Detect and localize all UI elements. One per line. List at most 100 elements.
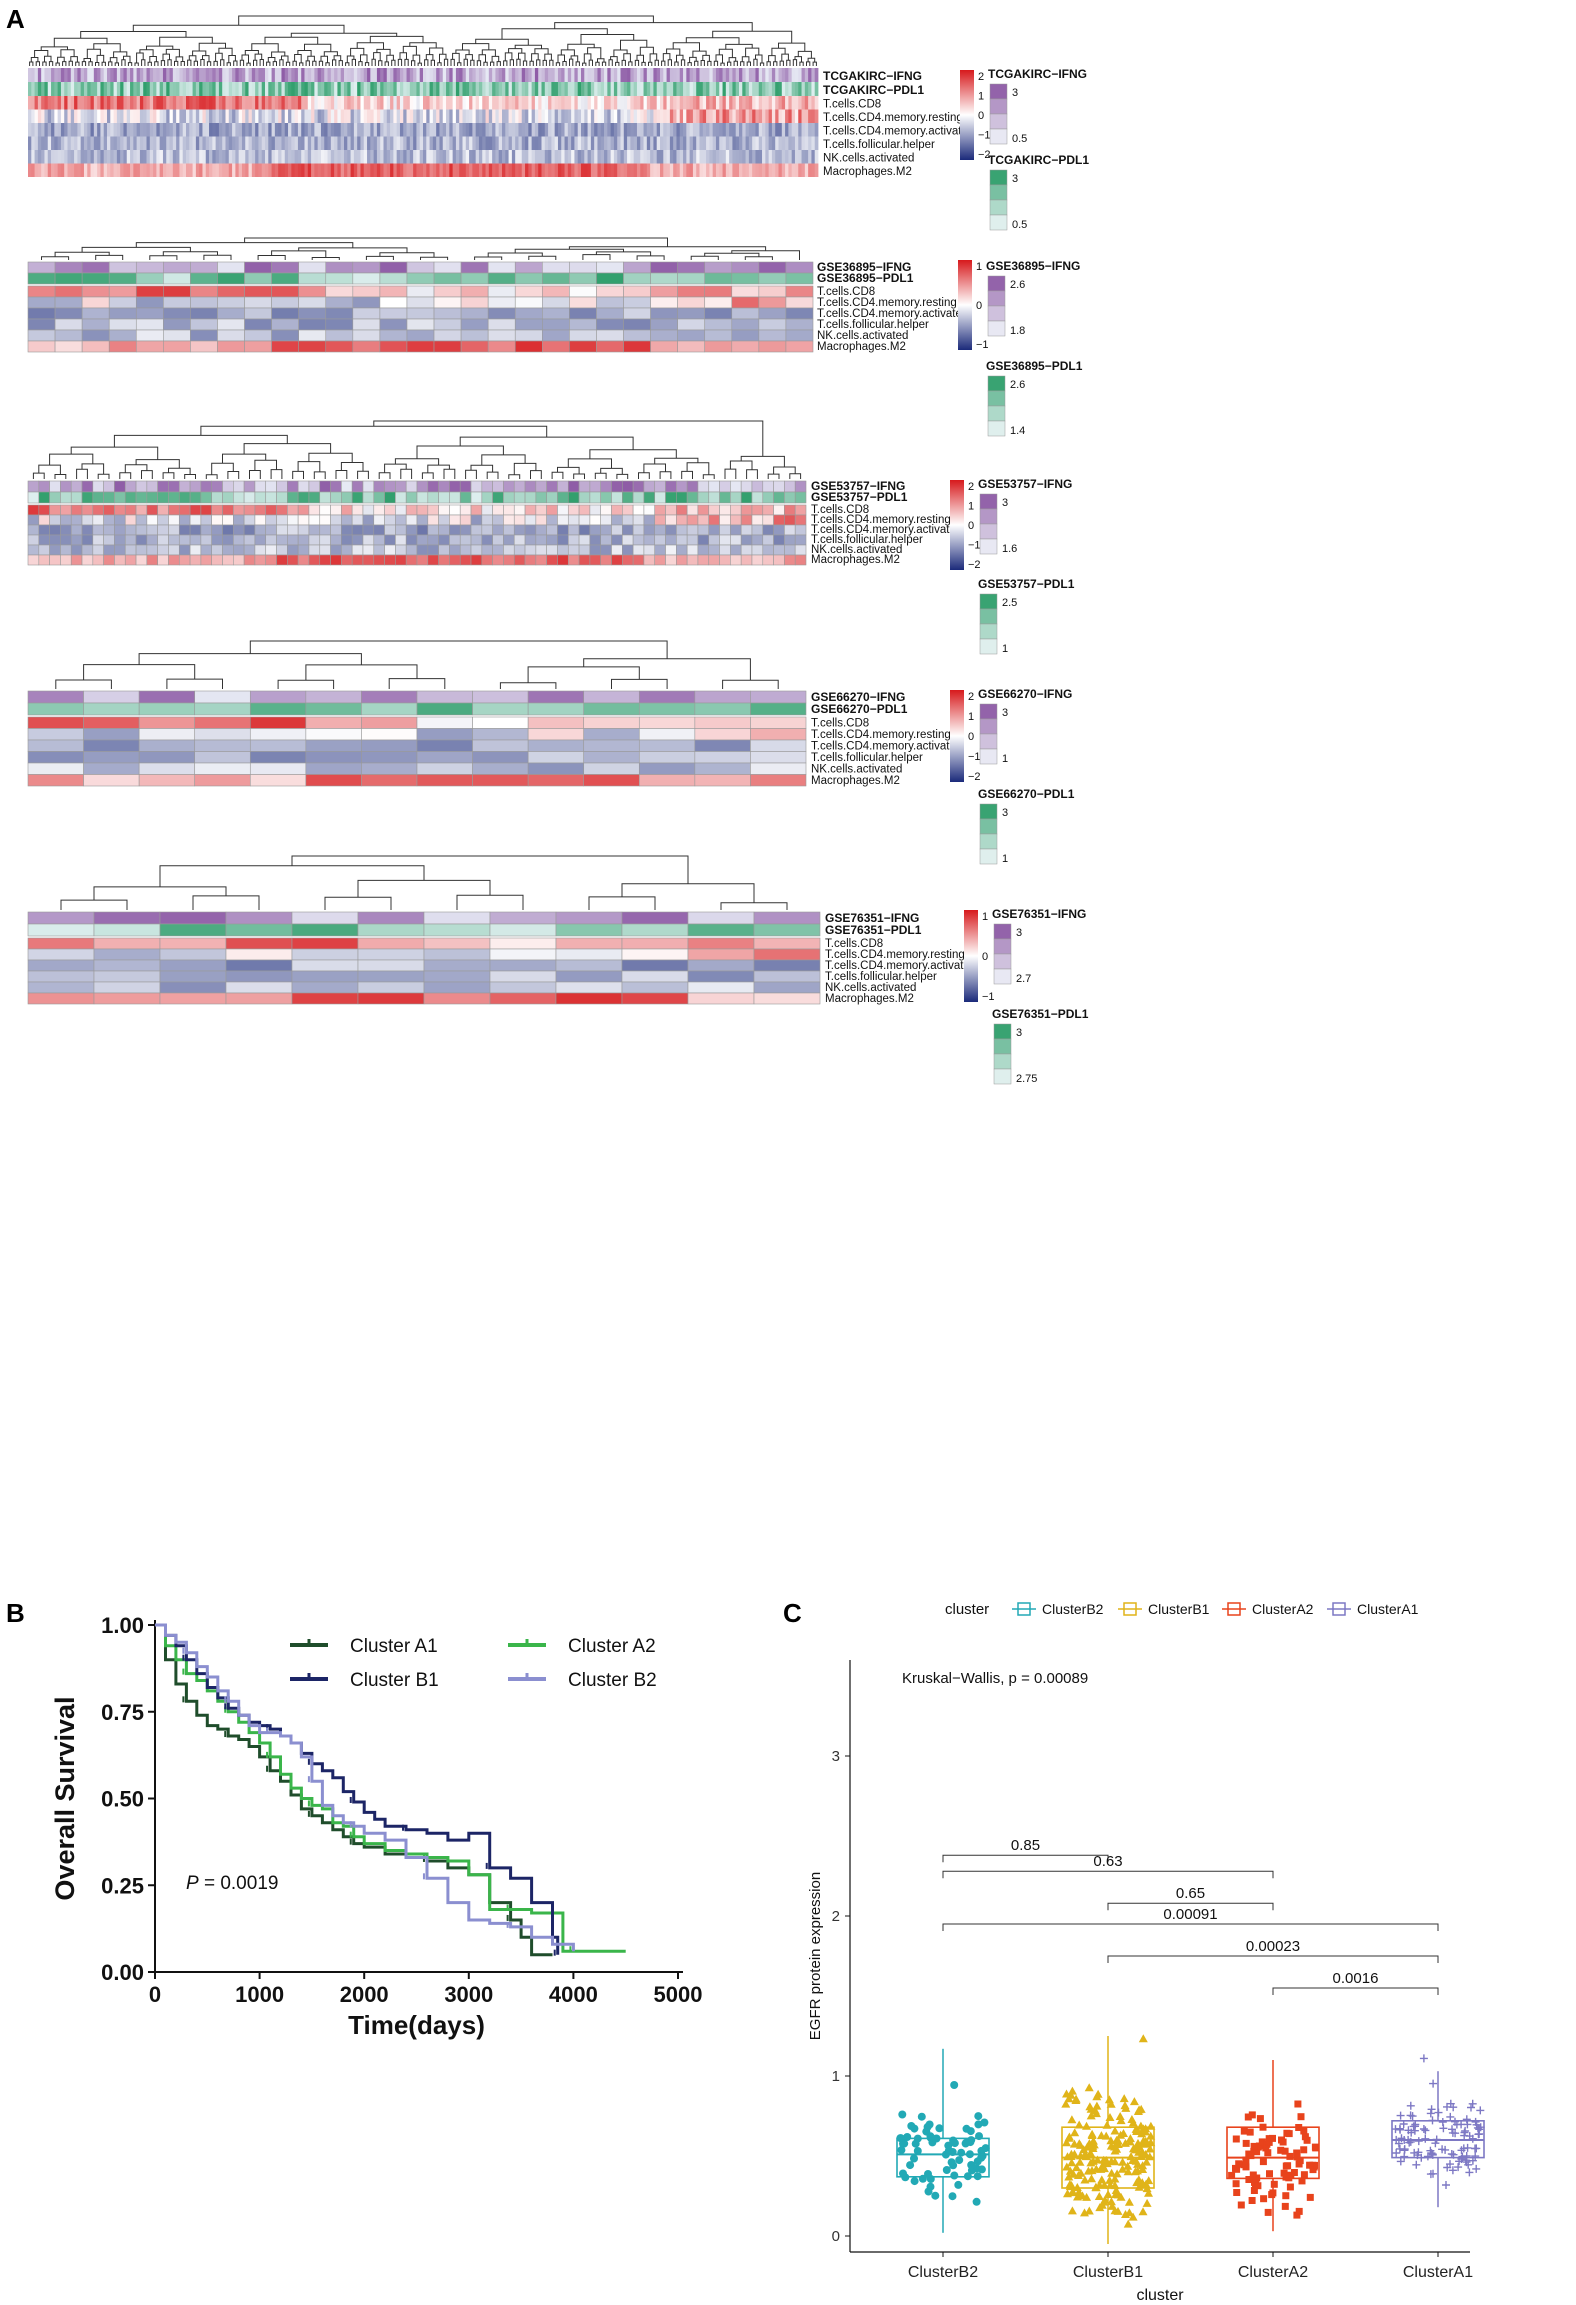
annotation-cell (49, 480, 61, 493)
data-point (1133, 2138, 1143, 2147)
heatmap-cell (521, 123, 526, 137)
annotation-cell (405, 480, 418, 493)
heatmap-cell (380, 150, 384, 164)
dendrogram-branch (271, 51, 286, 58)
heatmap-cell (709, 96, 714, 110)
annotation-cell (546, 480, 558, 493)
heatmap-cell (218, 136, 223, 150)
heatmap-cell (594, 96, 598, 110)
heatmap-cell (794, 163, 799, 177)
dendrogram-branch (253, 59, 258, 66)
heatmap-cell (232, 96, 236, 110)
heatmap-cell (390, 136, 394, 150)
heatmap-cell (243, 504, 256, 516)
heatmap-cell (92, 554, 104, 566)
heatmap-cell (719, 96, 723, 110)
heatmap-cell (438, 514, 450, 526)
heatmap-cell (673, 163, 677, 177)
heatmap-cell (172, 136, 177, 150)
heatmap-cell (775, 109, 779, 123)
annotation-cell (729, 68, 733, 82)
heatmap-cell (138, 739, 196, 752)
annotation-legend-tick: 2.7 (1016, 973, 1031, 985)
annotation-cell (305, 702, 362, 716)
heatmap-cell (433, 285, 462, 298)
heatmap-cell (305, 739, 362, 752)
heatmap-cell (276, 504, 288, 516)
heatmap-cell (541, 150, 546, 164)
annotation-cell (785, 261, 814, 274)
heatmap-cell (784, 554, 796, 566)
annotation-cell (217, 261, 245, 274)
annotation-cell (135, 491, 148, 504)
heatmap-cell (469, 136, 473, 150)
annotation-cell (288, 82, 292, 96)
dendrogram-branch (687, 62, 692, 66)
dendrogram-branch (409, 42, 437, 48)
heatmap-cell (108, 340, 137, 353)
heatmap-cell (27, 534, 40, 546)
heatmap-cell (107, 136, 111, 150)
annotation-cell (38, 480, 50, 493)
heatmap-cell (621, 992, 689, 1005)
annotation-cell (139, 82, 144, 96)
color-scale-tick: −2 (968, 559, 981, 571)
heatmap-cell (742, 150, 746, 164)
data-point (924, 2187, 933, 2196)
annotation-cell (416, 702, 473, 716)
heatmap-cell (120, 109, 124, 123)
heatmap-cell (488, 150, 493, 164)
heatmap-cell (103, 554, 115, 566)
heatmap-cell (677, 318, 706, 331)
annotation-cell (557, 68, 562, 82)
dendrogram-branch (215, 52, 223, 62)
legend-swatch-box (1227, 1602, 1241, 1616)
dendrogram-branch (470, 464, 494, 473)
annotation-legend-title: GSE76351−PDL1 (992, 1007, 1089, 1021)
annotation-cell (298, 261, 327, 274)
annotation-legend-tick: 0.5 (1012, 219, 1027, 231)
heatmap-cell (51, 150, 55, 164)
heatmap-cell (442, 150, 447, 164)
annotation-cell (704, 261, 733, 274)
heatmap-cell (791, 150, 796, 164)
data-point (1112, 2169, 1122, 2178)
heatmap-cell (367, 150, 371, 164)
annotation-legend-swatch (989, 128, 1008, 145)
annotation-cell (465, 82, 470, 96)
dendrogram-branch (299, 62, 304, 66)
heatmap-cell (482, 150, 486, 164)
heatmap-cell (574, 123, 579, 137)
heatmap-cell (589, 534, 602, 546)
heatmap-cell (258, 163, 263, 177)
heatmap-cell (278, 123, 282, 137)
heatmap-cell (498, 136, 503, 150)
data-point (1232, 2135, 1240, 2143)
heatmap-cell (439, 96, 444, 110)
annotation-cell (373, 491, 385, 504)
heatmap-cell (351, 544, 364, 556)
annotation-cell (370, 68, 375, 82)
heatmap-cell (108, 307, 137, 320)
data-point (957, 2148, 966, 2157)
heatmap-cell (773, 524, 785, 536)
heatmap-cell (808, 163, 812, 177)
heatmap-cell (632, 504, 645, 516)
annotation-cell (190, 261, 218, 274)
annotation-cell (643, 82, 648, 96)
heatmap-cell (686, 524, 699, 536)
heatmap-cell (735, 136, 740, 150)
annotation-cell (347, 82, 351, 96)
annotation-cell (194, 690, 251, 704)
heatmap-cell (676, 554, 688, 566)
heatmap-cell (330, 136, 335, 150)
annotation-cell (697, 491, 710, 504)
heatmap-cell (527, 716, 585, 729)
heatmap-cell (225, 136, 230, 150)
heatmap-cell (340, 96, 345, 110)
data-point (1107, 2201, 1117, 2210)
annotation-cell (692, 82, 697, 96)
heatmap-cell (753, 959, 821, 972)
heatmap-cell (350, 96, 355, 110)
heatmap-cell (311, 109, 315, 123)
